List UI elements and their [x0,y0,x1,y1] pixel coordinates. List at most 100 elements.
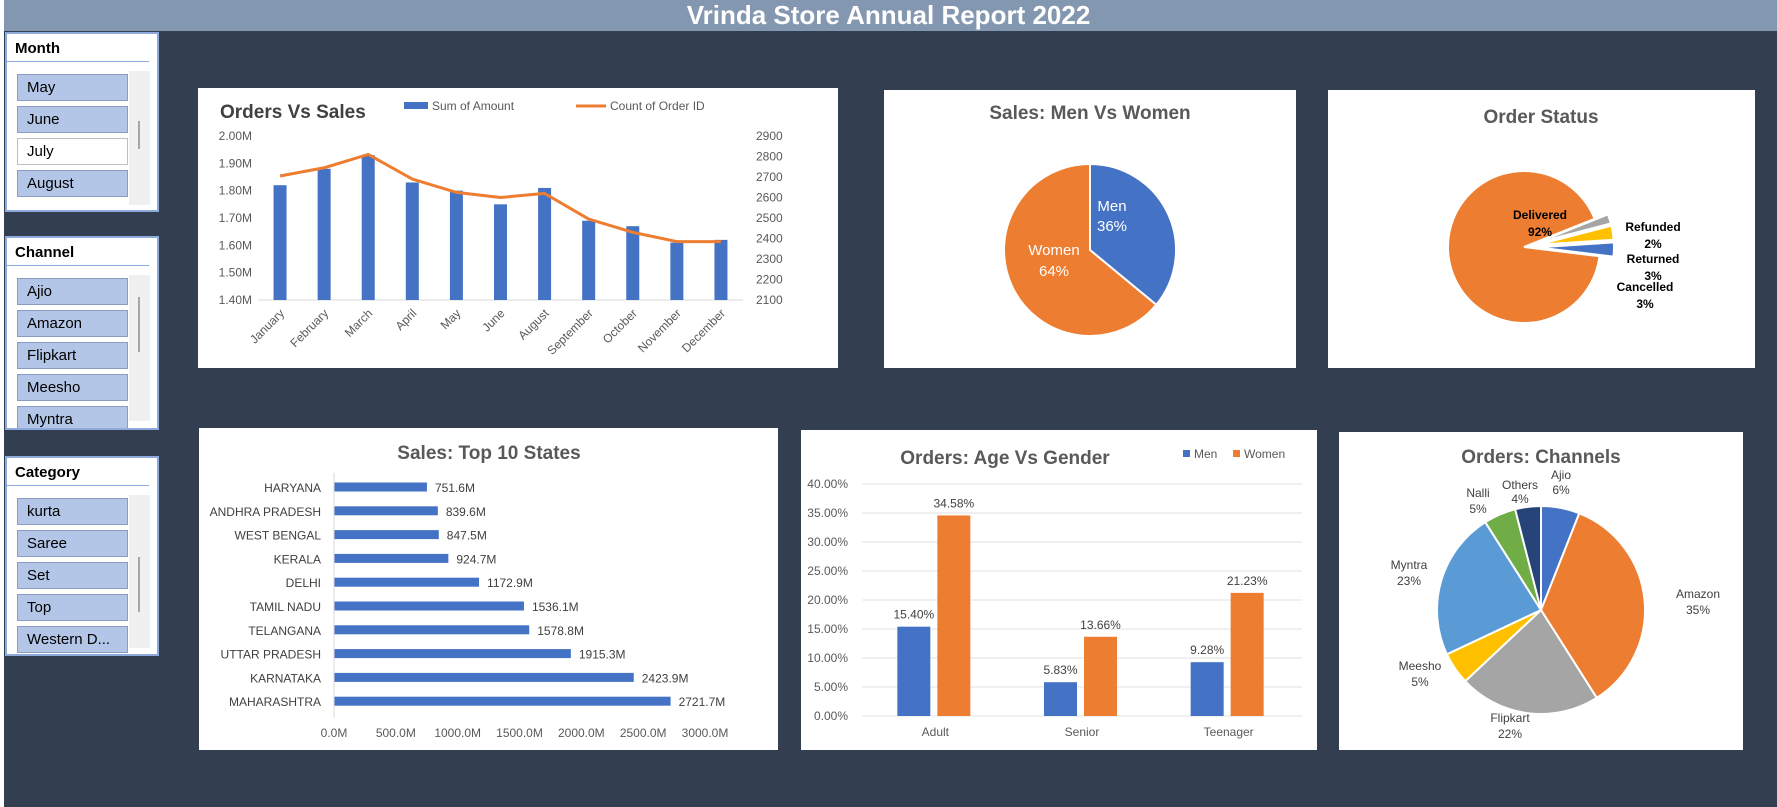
category-slicer-header: Category [7,458,149,486]
label-others-name: Others [1502,478,1538,492]
category-slicer-scrollbar[interactable] [129,495,150,648]
x-tick-teenager: Teenager [1204,725,1254,739]
bar-amount-february [317,168,331,300]
bar-kerala [334,553,449,563]
ch-slice-myntra [1436,520,1543,656]
category-slicer-item-saree[interactable]: Saree [17,530,128,557]
legend-label-men: Men [1194,447,1217,461]
label-ajio-name: Ajio [1551,468,1571,482]
category-slicer-item-kurta[interactable]: kurta [17,498,128,525]
label-delivered-name: Delivered [1513,208,1567,222]
value-label-haryana: 751.6M [435,481,475,495]
x-tick-october: October [600,306,640,346]
x-tick-april: April [393,306,420,333]
bar-tamil-nadu [334,601,524,611]
state-label-uttar-pradesh: UTTAR PRADESH [221,648,321,662]
channel-slicer-item-amazon[interactable]: Amazon [17,310,128,337]
y-right-tick: 2200 [756,273,783,287]
bar-women-senior [1084,636,1117,716]
ch-slice-amazon [1539,512,1646,700]
value-label-delhi: 1172.9M [487,576,533,590]
label-cancelled-value: 3% [1636,297,1654,311]
channel-slicer-item-flipkart[interactable]: Flipkart [17,342,128,369]
y-tick: 5.00% [814,680,848,694]
label-flipkart-name: Flipkart [1490,711,1530,725]
label-others-value: 4% [1511,492,1529,506]
x-tick: 0.0M [321,726,348,740]
y-right-tick: 2100 [756,293,783,307]
y-tick: 25.00% [807,564,848,578]
state-label-karnataka: KARNATAKA [250,671,321,685]
chart-title: Sales: Men Vs Women [989,103,1190,124]
x-tick-september: September [544,306,595,357]
legend-label-women: Women [1244,447,1285,461]
label-myntra-value: 23% [1397,574,1421,588]
label-flipkart-value: 22% [1498,727,1522,741]
x-tick-senior: Senior [1065,725,1100,739]
bar-men-senior [1044,682,1077,716]
month-slicer-item-may[interactable]: May [17,74,128,101]
men-vs-women-svg: Sales: Men Vs Women Men 36% Women 64% [989,103,1191,337]
category-slicer[interactable]: Category kurta Saree Set Top Western D... [5,456,159,656]
channel-slicer-scrollbar[interactable] [129,275,150,421]
legend-swatch-amount [404,102,428,109]
label-nalli-value: 5% [1469,502,1487,516]
value-label-men-teenager: 9.28% [1190,643,1224,657]
state-label-tamil-nadu: TAMIL NADU [250,600,321,614]
value-label-karnataka: 2423.9M [642,671,689,685]
state-label-kerala: KERALA [274,552,321,566]
y-tick: 20.00% [807,593,848,607]
month-slicer-scrollbar[interactable] [129,71,150,205]
value-label-women-adult: 34.58% [933,496,974,510]
os-slice-returned [1537,224,1615,246]
value-label-kerala: 924.7M [456,552,496,566]
category-slicer-item-western-d[interactable]: Western D... [17,626,128,653]
month-slicer-header: Month [7,34,149,62]
value-label-women-teenager: 21.23% [1227,574,1268,588]
value-label-andhra-pradesh: 839.6M [446,505,486,519]
bar-amount-january [273,185,287,300]
os-slice-cancelled [1537,241,1615,258]
bar-andhra-pradesh [334,506,438,516]
month-slicer-item-june[interactable]: June [17,106,128,133]
channel-slicer-item-myntra[interactable]: Myntra [17,406,128,428]
bar-maharashtra [334,696,671,706]
bar-men-adult [897,626,931,716]
x-tick-february: February [287,306,331,350]
x-tick: 3000.0M [682,726,729,740]
value-label-women-senior: 13.66% [1080,618,1121,632]
state-label-andhra-pradesh: ANDHRA PRADESH [210,505,321,519]
age-vs-gender-svg: Orders: Age Vs Gender Men Women 0.00% 5.00% 1… [807,447,1302,739]
y-left-tick: 1.50M [219,266,252,280]
bar-amount-november [670,242,684,300]
channel-slicer[interactable]: Channel Ajio Amazon Flipkart Meesho Myntra [5,236,159,430]
channel-slicer-item-ajio[interactable]: Ajio [17,278,128,305]
channel-slicer-item-meesho[interactable]: Meesho [17,374,128,401]
label-delivered-value: 92% [1528,225,1552,239]
state-label-west-bengal: WEST BENGAL [235,529,322,543]
label-meesho-name: Meesho [1399,659,1442,673]
value-label-uttar-pradesh: 1915.3M [579,648,626,662]
month-slicer-item-august[interactable]: August [17,170,128,197]
y-tick: 0.00% [814,709,848,723]
category-slicer-item-set[interactable]: Set [17,562,128,589]
label-refunded-name: Refunded [1625,220,1680,234]
label-women-name: Women [1028,242,1079,259]
y-left-tick: 1.90M [219,156,252,170]
category-slicer-item-top[interactable]: Top [17,594,128,621]
x-tick-november: November [635,306,684,355]
chart-title: Orders: Age Vs Gender [900,448,1110,469]
month-slicer[interactable]: Month May June July August [5,32,159,212]
y-left-tick: 1.70M [219,211,252,225]
bar-amount-april [405,182,419,300]
chart-title: Order Status [1483,107,1598,128]
chart-title: Orders Vs Sales [220,102,366,123]
label-men-value: 36% [1097,218,1127,235]
x-tick-august: August [515,306,552,343]
mw-slice-women [1003,162,1158,337]
bar-amount-august [538,187,552,300]
channel-slicer-header: Channel [7,238,149,266]
bar-west-bengal [334,530,439,540]
month-slicer-item-july[interactable]: July [17,138,128,165]
